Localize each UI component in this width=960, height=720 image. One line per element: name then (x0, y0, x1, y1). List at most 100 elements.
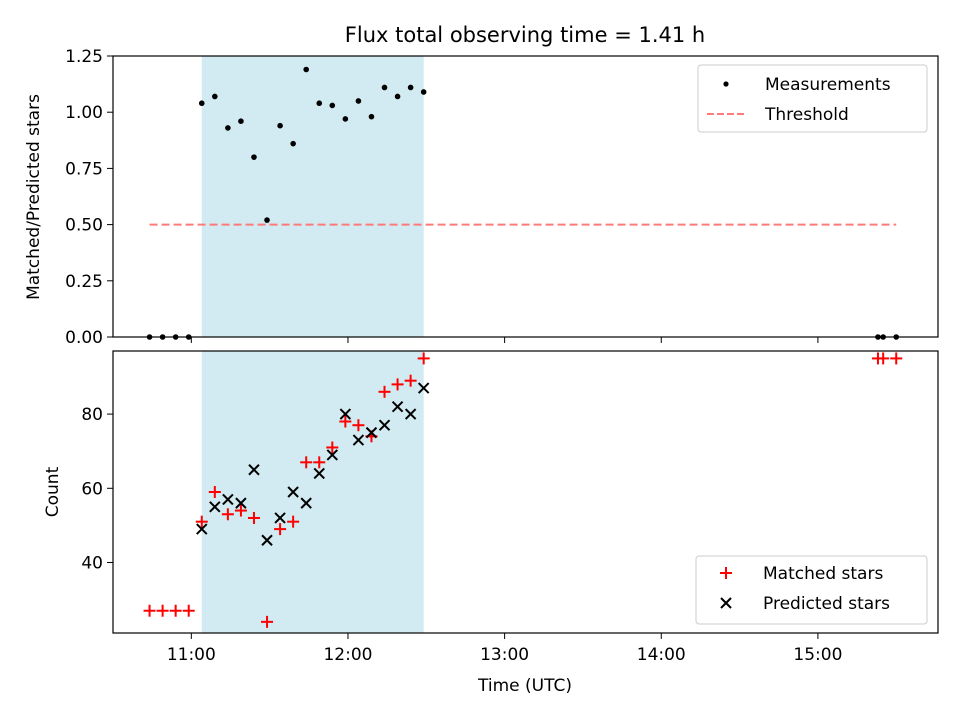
matched-star-point (143, 604, 156, 617)
matched-star-point (247, 511, 260, 524)
bottom-legend-box (695, 555, 928, 625)
measurement-point (225, 125, 231, 131)
bottom-plot-area (143, 352, 903, 628)
matched-star-point (877, 352, 890, 365)
matched-star-point (404, 374, 417, 387)
measurement-point (342, 116, 349, 122)
predicted-star-point (326, 449, 339, 461)
matched-star-point (182, 604, 195, 617)
x-tick-label: 12:00 (323, 645, 372, 665)
matched-star-point (208, 486, 221, 498)
legend-predicted-marker (720, 597, 732, 609)
y-tick-label: 80 (81, 405, 103, 425)
legend-measurements-label: Measurements (765, 75, 891, 95)
measurement-point (212, 93, 218, 100)
matched-star-point (221, 508, 234, 521)
legend-measurements-marker (723, 81, 729, 87)
predicted-star-point (287, 486, 299, 498)
predicted-star-point (196, 523, 208, 535)
measurement-point (329, 102, 336, 109)
matched-star-point (234, 504, 247, 517)
x-tick-label: 11:00 (167, 645, 216, 665)
measurement-point (277, 122, 283, 129)
y-tick-label: 0.25 (65, 272, 103, 292)
predicted-star-point (313, 467, 325, 480)
bottom-highlight-span (201, 351, 424, 633)
measurement-point (355, 98, 362, 104)
predicted-star-point (235, 497, 247, 509)
matched-star-point (195, 515, 208, 528)
legend-threshold-label: Threshold (764, 105, 849, 125)
predicted-star-point (378, 419, 391, 431)
predicted-star-point (248, 464, 260, 476)
y-tick-label: 0.00 (65, 328, 103, 348)
y-tick-label: 40 (81, 554, 103, 574)
predicted-star-point (274, 512, 286, 524)
x-tick-label: 14:00 (637, 645, 686, 665)
matched-star-point (391, 378, 404, 391)
top-highlight-span (201, 56, 424, 337)
predicted-star-point (209, 501, 221, 513)
x-axis-label: Time (UTC) (477, 676, 572, 696)
bottom-axes-frame (112, 350, 939, 634)
measurement-point (420, 89, 427, 95)
observing-window-span (201, 56, 424, 337)
predicted-star-point (222, 493, 234, 506)
predicted-star-point (404, 408, 417, 420)
bottom-panel: 40 60 80 11:00 12:00 13:00 14:00 15:00 Count T… (43, 350, 939, 696)
legend-matched-label: Matched stars (763, 564, 883, 584)
measurement-point (316, 100, 323, 107)
top-axes-frame (112, 55, 939, 338)
y-tick-label: 60 (81, 479, 103, 499)
measurement-point (303, 66, 309, 73)
chart-title: Flux total observing time = 1.41 h (345, 23, 705, 47)
matched-star-point (261, 615, 274, 628)
matched-star-point (156, 604, 169, 617)
top-legend-box (697, 64, 928, 133)
predicted-star-point (339, 408, 352, 420)
bottom-x-axis: 11:00 12:00 13:00 14:00 15:00 (167, 633, 842, 665)
matched-star-point (313, 456, 326, 469)
top-plot-area (146, 66, 900, 340)
bottom-y-axis: 40 60 80 (81, 405, 113, 574)
x-tick-label: 15:00 (793, 645, 842, 665)
matched-star-point (274, 523, 287, 536)
top-panel: 0.00 0.25 0.50 0.75 1.00 1.25 Matched/Predict… (24, 47, 939, 348)
predicted-star-point (365, 426, 378, 439)
bottom-y-axis-label: Count (43, 466, 63, 517)
matched-star-point (378, 385, 391, 398)
measurement-point (407, 84, 414, 91)
predicted-star-point (391, 400, 404, 413)
matched-star-point (417, 352, 430, 365)
bottom-legend: Matched stars Predicted stars (695, 555, 928, 625)
matched-star-point (339, 415, 352, 428)
measurement-point (198, 100, 205, 107)
predicted-star-point (261, 534, 273, 546)
y-tick-label: 0.50 (65, 216, 103, 236)
matched-star-point (890, 352, 903, 365)
legend-matched-marker (720, 567, 732, 579)
matched-star-point (300, 456, 313, 469)
measurement-point (381, 84, 388, 91)
top-y-axis: 0.00 0.25 0.50 0.75 1.00 1.25 (65, 47, 113, 348)
observing-window-span (201, 351, 424, 633)
y-tick-label: 1.25 (65, 47, 103, 67)
measurement-point (368, 113, 375, 120)
top-y-axis-label: Matched/Predicted stars (24, 94, 44, 300)
measurement-point (394, 93, 401, 100)
top-x-axis (190, 337, 819, 343)
predicted-star-point (417, 382, 430, 394)
measurement-point (238, 118, 244, 124)
matched-star-point (352, 419, 365, 432)
matched-star-point (287, 515, 300, 528)
measurement-point (290, 140, 296, 147)
matched-star-point (326, 441, 339, 454)
x-tick-label: 13:00 (480, 645, 529, 665)
predicted-star-point (300, 497, 312, 509)
matched-star-point (169, 604, 182, 617)
y-tick-label: 1.00 (65, 103, 103, 123)
top-legend: Measurements Threshold (697, 64, 928, 133)
measurement-point (264, 217, 270, 223)
legend-predicted-label: Predicted stars (763, 594, 890, 614)
